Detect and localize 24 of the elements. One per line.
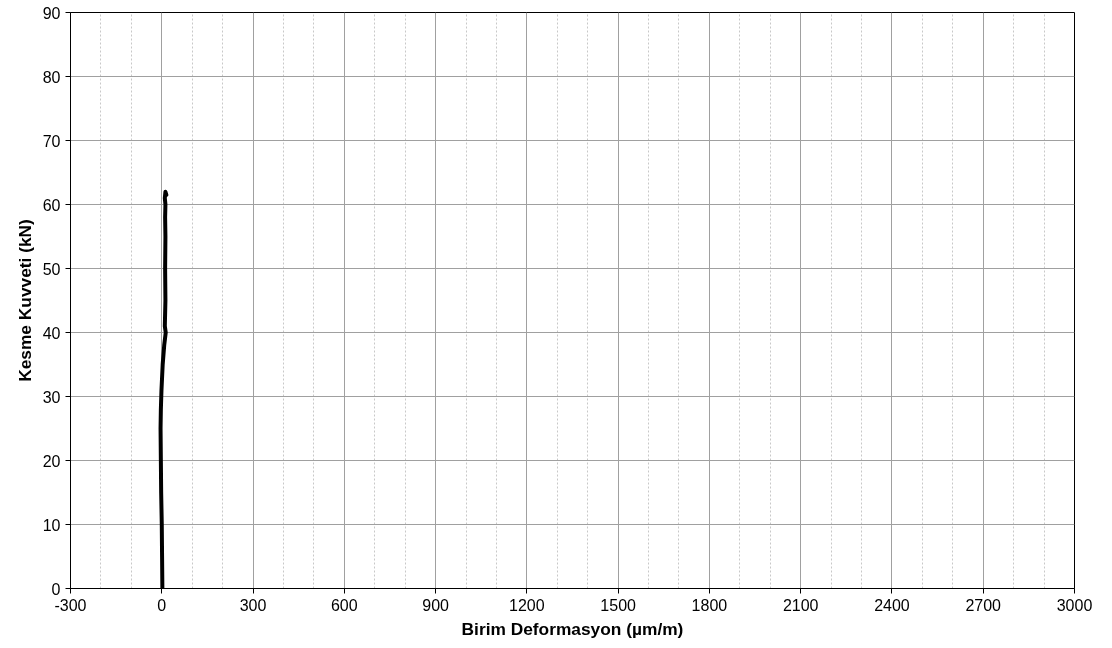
x-tick-label: 300 xyxy=(239,596,267,614)
y-tick-label: 30 xyxy=(42,388,61,406)
y-tick-label: 70 xyxy=(42,132,61,150)
x-tick-label: 900 xyxy=(422,596,450,614)
x-tick-label: 600 xyxy=(330,596,358,614)
y-tick-label: 40 xyxy=(42,324,61,342)
x-tick-label: 2400 xyxy=(874,596,910,614)
y-tick-label: 20 xyxy=(42,452,61,470)
y-tick-label: 10 xyxy=(42,516,61,534)
x-tick-label: -300 xyxy=(54,596,87,614)
x-tick-label: 1200 xyxy=(509,596,545,614)
y-tick-label: 80 xyxy=(42,68,61,86)
x-tick-label: 1500 xyxy=(600,596,637,614)
y-tick-label: 0 xyxy=(51,580,61,598)
y-tick-label: 90 xyxy=(42,4,61,22)
x-tick-label: 2100 xyxy=(782,596,819,614)
y-tick-label: 50 xyxy=(42,260,61,278)
y-tick-label: 60 xyxy=(42,196,61,214)
x-tick-label: 1800 xyxy=(691,596,728,614)
y-axis-title: Kesme Kuvveti (kN) xyxy=(14,219,35,382)
x-tick-label: 0 xyxy=(157,596,167,614)
x-tick-label: 3000 xyxy=(1056,596,1093,614)
x-axis-title: Birim Deformasyon (µm/m) xyxy=(461,618,684,639)
x-tick-label: 2700 xyxy=(965,596,1002,614)
